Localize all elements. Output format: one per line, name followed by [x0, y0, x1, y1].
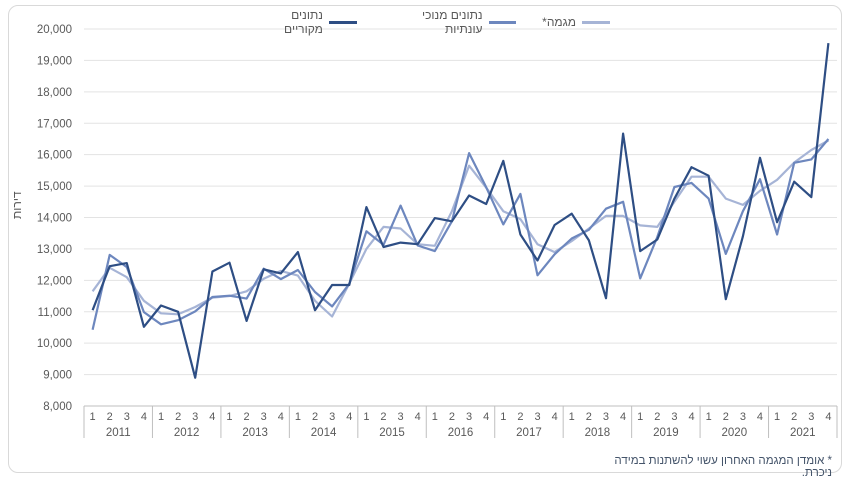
y-axis-ticks: 8,000 9,000 10,000 11,000 12,000 13,000 14,000…: [37, 24, 72, 413]
x-tick-year: 2018: [585, 427, 611, 439]
gridlines: [84, 28, 837, 407]
x-tick-quarter: 1: [89, 411, 95, 423]
x-tick-quarter: 1: [363, 411, 369, 423]
x-tick-year: 2021: [790, 427, 816, 439]
legend-label-original: נתונים מקוריים: [284, 8, 323, 36]
x-tick-quarter: 2: [791, 411, 797, 423]
x-tick-year: 2017: [516, 427, 542, 439]
x-tick-quarter: 3: [740, 411, 746, 423]
legend-label-trend: מגמה*: [542, 15, 576, 29]
x-tick-quarter: 4: [483, 411, 489, 423]
series-line-seasonal-adjusted: [91, 138, 830, 330]
x-tick-quarter: 4: [757, 411, 763, 423]
legend-swatch-trend: [582, 20, 610, 24]
legend-swatch-seasonal: [488, 20, 517, 24]
legend-item-seasonal: נתונים מנוכי עונתיות: [383, 8, 517, 36]
x-tick-quarter: 2: [517, 411, 523, 423]
series-lines: [91, 42, 830, 379]
x-tick-quarter: 3: [671, 411, 677, 423]
x-tick-year: 2012: [174, 427, 200, 439]
x-tick-quarter: 1: [500, 411, 506, 423]
x-tick-quarter: 2: [380, 411, 386, 423]
y-tick-label: 13,000: [37, 244, 72, 256]
legend-label-seasonal: נתונים מנוכי עונתיות: [422, 8, 483, 36]
y-tick-label: 17,000: [37, 118, 72, 130]
series-line-original: [91, 42, 830, 379]
y-tick-label: 9,000: [43, 370, 72, 382]
x-tick-year: 2015: [379, 427, 405, 439]
x-tick-quarter: 3: [603, 411, 609, 423]
x-tick-quarter: 1: [706, 411, 712, 423]
x-tick-quarter: 3: [808, 411, 814, 423]
x-tick-quarter: 4: [552, 411, 558, 423]
y-tick-label: 20,000: [37, 24, 72, 36]
y-tick-label: 14,000: [37, 213, 72, 225]
x-tick-quarter: 2: [723, 411, 729, 423]
x-tick-quarter: 4: [415, 411, 421, 423]
x-tick-quarter: 4: [346, 411, 352, 423]
x-tick-quarter: 3: [398, 411, 404, 423]
chart-frame: [8, 5, 842, 473]
x-tick-quarter: 4: [688, 411, 694, 423]
x-tick-quarter: 4: [278, 411, 284, 423]
y-tick-label: 19,000: [37, 55, 72, 67]
x-tick-quarter: 4: [141, 411, 147, 423]
x-tick-year: 2019: [653, 427, 679, 439]
x-tick-quarter: 4: [620, 411, 626, 423]
y-tick-label: 10,000: [37, 338, 72, 350]
x-tick-year: 2013: [242, 427, 268, 439]
y-tick-label: 8,000: [43, 401, 72, 413]
x-tick-quarter: 2: [449, 411, 455, 423]
x-tick-quarter: 1: [637, 411, 643, 423]
y-tick-label: 12,000: [37, 275, 72, 287]
x-tick-quarter: 4: [209, 411, 215, 423]
legend-swatch-original: [328, 20, 357, 24]
x-tick-quarter: 1: [569, 411, 575, 423]
x-tick-quarter: 3: [261, 411, 267, 423]
x-tick-quarter: 2: [586, 411, 592, 423]
x-tick-quarter: 1: [432, 411, 438, 423]
y-axis-label: דירות: [10, 191, 24, 219]
legend-item-original: נתונים מקוריים: [250, 8, 357, 36]
y-tick-label: 15,000: [37, 181, 72, 193]
y-tick-label: 11,000: [38, 307, 72, 319]
legend-item-trend: מגמה*: [542, 13, 610, 31]
y-tick-label: 18,000: [37, 87, 72, 99]
x-tick-year: 2014: [311, 427, 337, 439]
x-tick-quarter: 4: [825, 411, 831, 423]
x-tick-year: 2016: [448, 427, 474, 439]
x-tick-quarter: 3: [124, 411, 130, 423]
x-tick-year: 2011: [106, 427, 131, 439]
legend: נתונים מקוריים נתונים מנוכי עונתיות מגמה…: [250, 8, 610, 36]
x-tick-quarter: 1: [774, 411, 780, 423]
footnote: * אומדן המגמה האחרון עשוי להשתנות במידה …: [614, 455, 832, 479]
x-tick-quarter: 2: [244, 411, 250, 423]
x-tick-quarter: 3: [192, 411, 198, 423]
x-tick-quarter: 1: [226, 411, 232, 423]
x-tick-quarter: 2: [312, 411, 318, 423]
x-tick-quarter: 3: [534, 411, 540, 423]
x-tick-quarter: 1: [295, 411, 301, 423]
x-tick-quarter: 2: [107, 411, 113, 423]
x-tick-quarter: 2: [654, 411, 660, 423]
x-tick-quarter: 2: [175, 411, 181, 423]
y-tick-label: 16,000: [37, 150, 72, 162]
x-tick-year: 2020: [722, 427, 748, 439]
x-tick-quarter: 3: [329, 411, 335, 423]
x-tick-quarter: 1: [158, 411, 164, 423]
x-tick-quarter: 3: [466, 411, 472, 423]
